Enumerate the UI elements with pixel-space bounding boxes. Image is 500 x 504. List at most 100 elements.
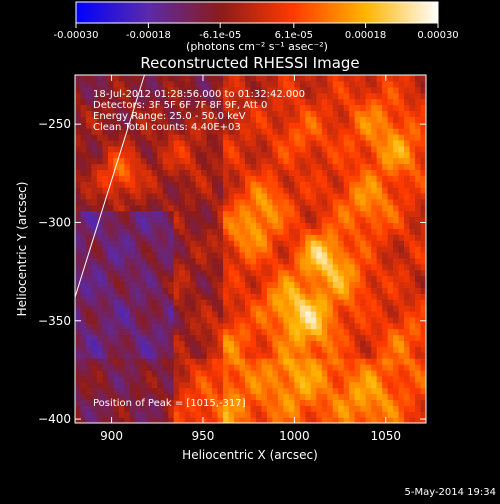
- heatmap-cell: [151, 163, 158, 170]
- heatmap-cell: [239, 393, 246, 401]
- heatmap-cell: [140, 316, 147, 324]
- heatmap-cell: [129, 198, 136, 206]
- heatmap-cell: [415, 275, 422, 283]
- heatmap-cell: [420, 181, 426, 188]
- heatmap-cell: [360, 86, 367, 94]
- heatmap-cell: [91, 293, 98, 300]
- heatmap-cell: [365, 122, 372, 129]
- heatmap-cell: [124, 257, 131, 265]
- heatmap-cell: [305, 305, 312, 312]
- heatmap-cell: [360, 299, 367, 306]
- heatmap-cell: [272, 346, 279, 353]
- heatmap-cell: [250, 251, 257, 259]
- heatmap-cell: [371, 198, 378, 206]
- heatmap-cell: [266, 128, 274, 135]
- heatmap-cell: [299, 299, 306, 306]
- heatmap-cell: [190, 86, 197, 94]
- heatmap-cell: [382, 299, 389, 306]
- heatmap-cell: [420, 387, 426, 395]
- heatmap-cell: [234, 393, 241, 401]
- heatmap-cell: [327, 346, 334, 353]
- heatmap-cell: [398, 328, 405, 336]
- heatmap-cell: [338, 98, 345, 106]
- heatmap-cell: [305, 328, 312, 336]
- heatmap-cell: [85, 228, 93, 235]
- heatmap-cell: [371, 80, 378, 88]
- heatmap-cell: [245, 175, 252, 182]
- heatmap-cell: [376, 222, 383, 229]
- heatmap-cell: [91, 187, 98, 194]
- heatmap-cell: [195, 375, 202, 383]
- heatmap-cell: [294, 169, 301, 176]
- heatmap-cell: [135, 299, 142, 306]
- heatmap-cell: [195, 104, 202, 111]
- heatmap-cell: [338, 358, 345, 365]
- heatmap-cell: [283, 310, 290, 318]
- heatmap-cell: [288, 364, 295, 371]
- heatmap-cell: [310, 133, 317, 141]
- heatmap-cell: [168, 157, 175, 165]
- heatmap-cell: [250, 128, 257, 135]
- heatmap-cell: [310, 169, 317, 176]
- heatmap-cell: [96, 216, 104, 224]
- heatmap-cell: [349, 163, 356, 170]
- heatmap-cell: [382, 364, 389, 371]
- heatmap-cell: [283, 198, 290, 206]
- heatmap-cell: [255, 145, 263, 153]
- heatmap-cell: [135, 192, 142, 200]
- heatmap-cell: [168, 234, 175, 241]
- heatmap-cell: [272, 75, 279, 82]
- heatmap-cell: [261, 381, 268, 389]
- heatmap-cell: [404, 275, 411, 283]
- heatmap-cell: [146, 381, 153, 389]
- heatmap-cell: [382, 192, 389, 200]
- heatmap-cell: [338, 340, 345, 347]
- heatmap-cell: [382, 257, 389, 265]
- heatmap-cell: [234, 198, 241, 206]
- heatmap-cell: [91, 145, 98, 153]
- heatmap-cell: [190, 169, 197, 176]
- heatmap-cell: [239, 169, 246, 176]
- heatmap-cell: [129, 234, 136, 241]
- heatmap-cell: [415, 222, 422, 229]
- heatmap-cell: [277, 310, 284, 318]
- heatmap-cell: [321, 240, 328, 247]
- heatmap-cell: [245, 133, 252, 141]
- heatmap-cell: [96, 316, 104, 324]
- heatmap-cell: [343, 133, 350, 141]
- heatmap-cell: [91, 299, 98, 306]
- heatmap-cell: [404, 192, 411, 200]
- heatmap-cell: [239, 234, 246, 241]
- heatmap-cell: [184, 222, 191, 229]
- heatmap-cell: [338, 116, 345, 123]
- heatmap-cell: [206, 198, 213, 206]
- heatmap-cell: [201, 275, 208, 283]
- heatmap-cell: [201, 364, 208, 371]
- heatmap-cell: [140, 92, 147, 100]
- heatmap-cell: [129, 163, 136, 170]
- heatmap-cell: [135, 216, 142, 224]
- heatmap-cell: [332, 216, 339, 224]
- heatmap-cell: [118, 340, 125, 347]
- heatmap-cell: [404, 128, 411, 135]
- heatmap-cell: [107, 234, 114, 241]
- heatmap-cell: [217, 375, 224, 383]
- heatmap-cell: [195, 358, 202, 365]
- heatmap-cell: [349, 411, 356, 418]
- heatmap-cell: [135, 269, 142, 277]
- heatmap-cell: [179, 352, 186, 359]
- heatmap-cell: [157, 393, 164, 401]
- heatmap-cell: [124, 92, 131, 100]
- heatmap-cell: [299, 358, 306, 365]
- heatmap-cell: [118, 104, 125, 111]
- heatmap-cell: [376, 387, 383, 395]
- chart-title: Reconstructed RHESSI Image: [140, 54, 359, 72]
- heatmap-cell: [272, 92, 279, 100]
- heatmap-cell: [107, 322, 114, 330]
- heatmap-cell: [195, 151, 202, 159]
- heatmap-cell: [140, 281, 147, 288]
- heatmap-cell: [168, 187, 175, 194]
- heatmap-cell: [162, 399, 169, 406]
- heatmap-cell: [173, 340, 180, 347]
